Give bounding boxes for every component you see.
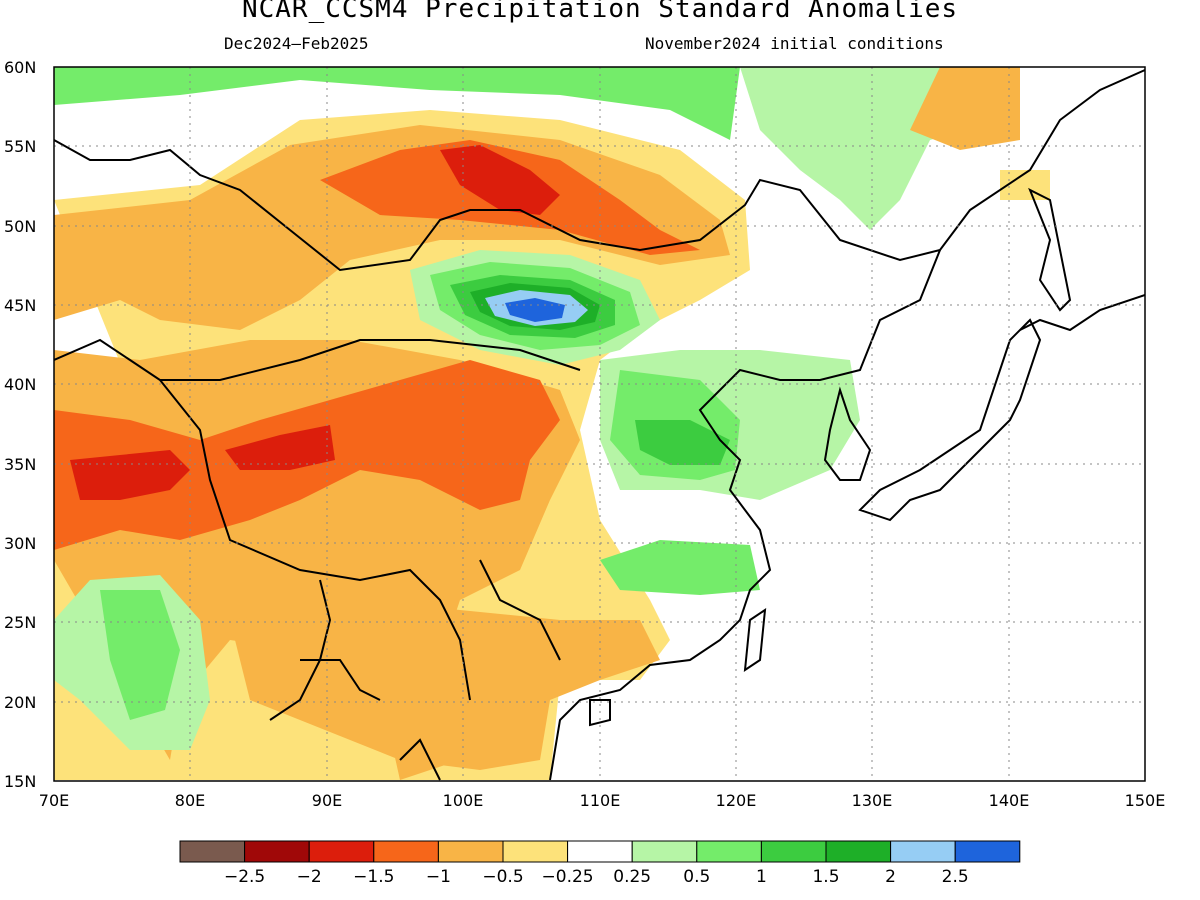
colorbar-label: 0.5	[683, 867, 710, 887]
dry-vstrong-baikal	[440, 145, 560, 215]
wet-region-south-china	[600, 540, 760, 595]
colorbar-swatch	[825, 840, 892, 863]
colorbar-label: −2.5	[224, 867, 265, 887]
wet-region-north	[54, 67, 740, 140]
colorbar-swatch	[567, 840, 633, 863]
colorbar-swatch	[437, 840, 504, 863]
lon-tick-120e: 120E	[716, 791, 757, 810]
coastlines	[54, 69, 1145, 781]
colorbar-label: −0.5	[482, 867, 523, 887]
lat-tick-15n: 15N	[4, 772, 36, 791]
colorbar-label: 2	[885, 867, 896, 887]
colorbar-label: −1.5	[353, 867, 394, 887]
wet-region-east-china-strong	[635, 420, 730, 465]
colorbar-label: 2.5	[942, 867, 969, 887]
lon-tick-100e: 100E	[443, 791, 484, 810]
map-frame	[53, 66, 1146, 782]
lat-tick-40n: 40N	[4, 375, 36, 394]
lon-tick-140e: 140E	[989, 791, 1030, 810]
lat-tick-60n: 60N	[4, 58, 36, 77]
wet-region-mongolia-core	[505, 298, 565, 322]
colorbar-label: 1	[756, 867, 767, 887]
colorbar-swatch	[890, 840, 956, 863]
colorbar-label: 1.5	[812, 867, 839, 887]
colorbar-swatch	[244, 840, 310, 863]
colorbar-swatch	[760, 840, 827, 863]
dry-vstrong-tibet	[225, 425, 335, 470]
lat-tick-20n: 20N	[4, 693, 36, 712]
dry-region-japan-north	[910, 67, 1020, 150]
colorbar: −2.5 −2 −1.5 −1 −0.5 −0.25 0.25 0.5 1 1.5 2 2.5	[179, 840, 1021, 887]
lat-tick-55n: 55N	[4, 137, 36, 156]
map-title: NCAR_CCSM4 Precipitation Standard Anomal…	[241, 0, 959, 24]
initial-conditions-label: November2024 initial conditions	[645, 34, 944, 53]
colorbar-swatch	[373, 840, 439, 863]
lon-tick-110e: 110E	[580, 791, 621, 810]
anomaly-field	[54, 67, 1145, 781]
colorbar-swatch	[696, 840, 762, 863]
colorbar-label: −0.25	[542, 867, 594, 887]
lat-ticks: 60N 55N 50N 45N 40N 35N 30N 25N 20N 15N	[4, 58, 36, 791]
colorbar-swatch	[308, 840, 375, 863]
colorbar-swatch	[502, 840, 569, 863]
colorbar-label: −1	[426, 867, 451, 887]
colorbar-swatch	[954, 840, 1021, 863]
colorbar-swatch	[179, 840, 246, 863]
lon-tick-150e: 150E	[1125, 791, 1166, 810]
lon-tick-130e: 130E	[852, 791, 893, 810]
dry-region-southeast-asia	[230, 600, 660, 770]
lon-ticks: 70E 80E 90E 100E 110E 120E 130E 140E 150…	[39, 791, 1166, 810]
dry-vstrong-kashmir	[70, 450, 190, 500]
lat-tick-35n: 35N	[4, 455, 36, 474]
lon-tick-70e: 70E	[39, 791, 69, 810]
dry-region-hokkaido	[1000, 170, 1050, 200]
lat-tick-30n: 30N	[4, 534, 36, 553]
lat-tick-50n: 50N	[4, 217, 36, 236]
colorbar-label: −2	[297, 867, 322, 887]
colorbar-label: 0.25	[613, 867, 651, 887]
lon-tick-80e: 80E	[175, 791, 205, 810]
colorbar-swatch	[631, 840, 698, 863]
lon-tick-90e: 90E	[312, 791, 342, 810]
season-label: Dec2024–Feb2025	[224, 34, 369, 53]
gridlines	[54, 67, 1145, 781]
lat-tick-45n: 45N	[4, 296, 36, 315]
lat-tick-25n: 25N	[4, 613, 36, 632]
